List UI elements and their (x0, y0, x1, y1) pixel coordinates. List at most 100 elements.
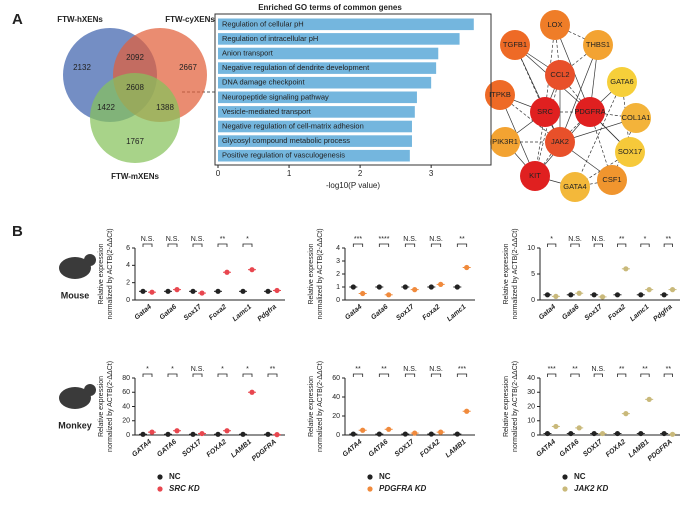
significance-label: N.S. (429, 236, 443, 243)
animal-icon (59, 387, 91, 409)
y-tick-label: 0 (336, 432, 340, 439)
network-node (540, 10, 570, 40)
x-tick-label: 3 (429, 169, 434, 178)
x-tick-label: PDGFRA (251, 439, 278, 463)
y-axis-label: Relative expression (98, 376, 105, 437)
network-node (490, 127, 520, 157)
x-tick-label: LAMB1 (230, 439, 253, 460)
y-tick-label: 1 (336, 284, 340, 291)
y-tick-label: 5 (531, 271, 535, 278)
network-node (530, 97, 560, 127)
significance-bracket (663, 373, 673, 377)
network-node (597, 165, 627, 195)
significance-bracket (617, 373, 627, 377)
significance-label: ** (270, 366, 276, 373)
chart-frame (214, 13, 492, 166)
venn-count: 2092 (126, 53, 144, 62)
x-tick-label: FOXA2 (206, 439, 228, 459)
significance-bracket (192, 243, 203, 247)
y-axis-label: Relative expression (98, 243, 105, 304)
legend-swatch (157, 486, 163, 492)
network-node (607, 67, 637, 97)
legend-label: PDGFRA KD (379, 484, 426, 493)
network-node (560, 172, 590, 202)
bar-label: Negative regulation of cell-matrix adhes… (222, 121, 364, 130)
x-tick-label: GATA6 (156, 439, 178, 459)
significance-bracket (404, 243, 416, 247)
network-label: PIK3R1 (492, 137, 518, 146)
x-tick-label: Gata6 (159, 304, 178, 322)
network-label: TGFB1 (503, 40, 527, 49)
significance-bracket (547, 243, 557, 247)
significance-label: N.S. (429, 366, 443, 373)
legend-label: JAK2 KD (574, 484, 608, 493)
network-label: GATA4 (563, 182, 586, 191)
y-axis-label: normalized by ACTB(2-ΔΔCt) (512, 361, 519, 452)
bar-label: Glycosyl compound metabolic process (222, 136, 350, 145)
x-tick-label: PDGFRA (647, 439, 674, 463)
significance-bracket (167, 243, 178, 247)
network-label: KIT (529, 171, 541, 180)
x-tick-label: Sox17 (584, 303, 605, 322)
y-axis-label: normalized by ACTB(2-ΔΔCt) (317, 228, 324, 319)
y-tick-label: 10 (527, 418, 535, 425)
animal-label: Monkey (58, 420, 92, 430)
network-label: PDGFRA (574, 107, 605, 116)
animal-icon (84, 254, 96, 266)
significance-label: N.S. (191, 366, 205, 373)
x-tick-label: GATA4 (131, 439, 153, 459)
significance-label: N.S. (403, 366, 417, 373)
y-tick-label: 4 (126, 262, 130, 269)
significance-bracket (456, 243, 468, 247)
network-label: CCL2 (550, 70, 569, 79)
legend-label: NC (379, 472, 391, 481)
x-tick-label: GATA4 (535, 439, 557, 459)
significance-bracket (404, 373, 416, 377)
x-tick-label: Gata6 (561, 304, 580, 322)
bar (218, 62, 437, 74)
x-tick-label: 1 (287, 169, 292, 178)
significance-bracket (142, 373, 153, 377)
legend-label: NC (169, 472, 181, 481)
bar (218, 135, 412, 147)
venn-count: 2608 (126, 83, 144, 92)
y-tick-label: 60 (332, 375, 340, 382)
y-tick-label: 2 (336, 271, 340, 278)
significance-bracket (593, 373, 603, 377)
network-node (621, 103, 651, 133)
significance-label: *** (458, 366, 466, 373)
significance-label: ** (666, 366, 672, 373)
bar (218, 120, 412, 133)
significance-bracket (456, 373, 468, 377)
network-node (615, 137, 645, 167)
significance-label: ** (666, 236, 672, 243)
y-tick-label: 20 (527, 403, 535, 410)
bar-label: Positive regulation of vasculogenesis (222, 151, 345, 160)
network-label: JAK2 (551, 137, 569, 146)
significance-bracket (378, 243, 390, 247)
x-tick-label: Foxa2 (208, 304, 228, 322)
significance-bracket (430, 373, 442, 377)
network-node (575, 97, 605, 127)
animal-icon (84, 384, 96, 396)
significance-bracket (352, 373, 364, 377)
legend-label: SRC KD (169, 484, 200, 493)
network-edge (574, 81, 623, 188)
significance-label: * (644, 236, 647, 243)
x-tick-label: Lamc1 (231, 304, 253, 324)
y-tick-label: 3 (336, 258, 340, 265)
y-tick-label: 0 (126, 297, 130, 304)
network-label: GATA6 (610, 77, 633, 86)
y-tick-label: 40 (527, 375, 535, 382)
network-edge (514, 44, 561, 143)
y-tick-label: 80 (122, 375, 130, 382)
x-tick-label: FOXA2 (419, 439, 441, 459)
network-label: COL1A1 (622, 113, 651, 122)
venn-count: 1422 (97, 103, 115, 112)
chart-title: Enriched GO terms of common genes (258, 3, 402, 12)
legend-swatch (367, 486, 373, 492)
venn-count: 1767 (126, 137, 144, 146)
venn-count: 1388 (156, 103, 174, 112)
network-label: LOX (547, 20, 562, 29)
y-axis-label: normalized by ACTB(2-ΔΔCt) (317, 361, 324, 452)
